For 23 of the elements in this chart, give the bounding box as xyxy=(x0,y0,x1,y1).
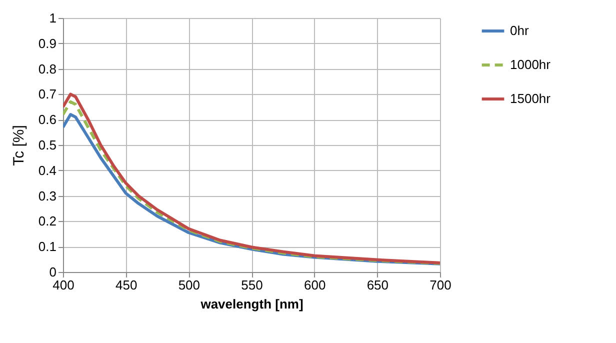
x-tick-label: 600 xyxy=(304,278,326,292)
y-tick-label: 0.2 xyxy=(38,214,56,229)
legend-label: 1000hr xyxy=(510,57,552,72)
y-tick-label: 0.3 xyxy=(38,188,56,204)
x-tick-label: 650 xyxy=(366,278,389,292)
y-tick-label: 0 xyxy=(49,264,56,280)
y-tick-label: 0.6 xyxy=(38,112,56,128)
y-tick-label: 0.1 xyxy=(38,239,56,254)
y-tick-label: 0.8 xyxy=(38,61,56,76)
y-tick-label: 0.9 xyxy=(38,36,56,51)
y-tick-label: 0.5 xyxy=(38,138,56,152)
x-axis-title: wavelength [nm] xyxy=(200,296,304,312)
legend-label: 1500hr xyxy=(510,91,552,106)
x-tick-label: 700 xyxy=(430,278,452,292)
y-tick-label: 0.4 xyxy=(38,162,56,178)
y-tick-label: 1 xyxy=(49,10,56,26)
x-tick-label: 550 xyxy=(241,278,263,292)
x-tick-label: 500 xyxy=(178,278,200,292)
y-tick-label: 0.7 xyxy=(38,86,56,102)
y-axis-title: Tc [%] xyxy=(10,125,28,166)
x-tick-label: 450 xyxy=(115,278,138,292)
legend-label: 0hr xyxy=(510,23,530,38)
x-tick-label: 400 xyxy=(52,278,74,292)
